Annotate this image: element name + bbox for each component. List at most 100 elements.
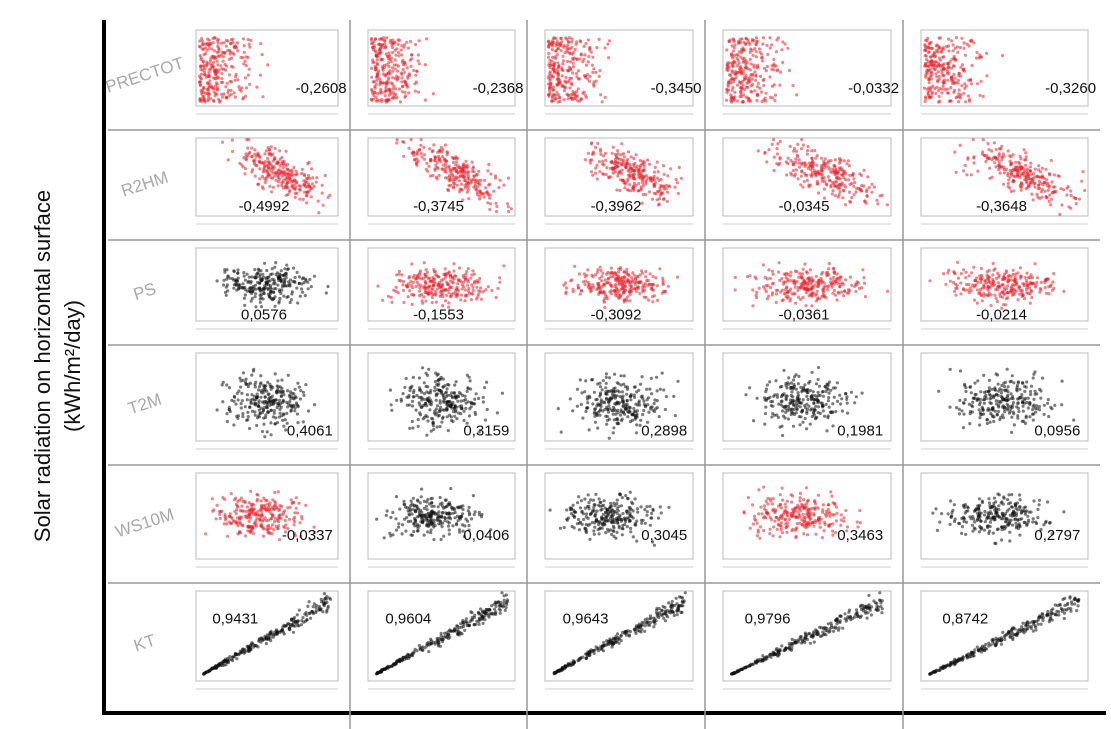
point — [237, 284, 241, 288]
point — [321, 203, 325, 207]
point — [668, 185, 672, 189]
point — [727, 73, 732, 77]
point — [981, 150, 985, 154]
point — [1026, 177, 1030, 181]
point — [416, 90, 421, 94]
point — [246, 280, 250, 284]
point — [628, 420, 633, 424]
point — [816, 377, 820, 382]
point — [748, 76, 752, 80]
point — [243, 405, 247, 409]
point — [774, 300, 778, 304]
point — [401, 283, 405, 287]
point — [940, 87, 944, 91]
point — [207, 87, 211, 91]
point — [942, 81, 946, 85]
point — [1001, 152, 1006, 156]
point — [575, 57, 579, 62]
point — [200, 39, 205, 44]
point — [298, 197, 302, 201]
point — [963, 86, 967, 90]
point — [225, 412, 229, 416]
point — [637, 168, 641, 172]
point — [805, 283, 810, 287]
point — [471, 269, 475, 273]
point — [425, 433, 429, 437]
point — [1040, 187, 1045, 192]
point — [964, 270, 968, 274]
point — [555, 90, 559, 94]
point — [732, 45, 736, 50]
point — [827, 405, 831, 409]
point — [559, 430, 563, 434]
point — [979, 79, 983, 83]
point — [1057, 174, 1061, 178]
point — [438, 425, 442, 429]
point — [447, 174, 451, 178]
point — [462, 163, 466, 167]
point — [845, 401, 849, 405]
point — [822, 176, 826, 180]
point — [418, 289, 422, 293]
point — [572, 56, 577, 60]
point — [204, 63, 209, 67]
point — [406, 295, 410, 299]
point — [792, 146, 797, 151]
point — [293, 395, 297, 399]
point — [264, 413, 268, 417]
point — [586, 60, 590, 64]
point — [206, 37, 210, 41]
point — [481, 395, 485, 399]
point — [407, 276, 411, 280]
point — [224, 293, 228, 297]
point — [261, 408, 265, 412]
point — [259, 42, 263, 46]
point — [810, 156, 814, 160]
point — [802, 279, 806, 283]
point — [963, 100, 968, 104]
point — [217, 68, 221, 72]
point — [436, 166, 440, 170]
point — [390, 300, 394, 304]
point — [831, 386, 836, 390]
point — [768, 380, 772, 384]
point — [780, 399, 784, 403]
point — [651, 300, 655, 304]
point — [452, 269, 456, 273]
point — [640, 375, 644, 379]
point — [295, 270, 299, 274]
point — [578, 292, 582, 296]
point — [258, 273, 262, 277]
point — [226, 275, 230, 279]
point — [435, 425, 439, 429]
point — [731, 96, 735, 100]
point — [833, 180, 837, 184]
point — [770, 64, 774, 68]
point — [801, 185, 805, 189]
point — [397, 269, 401, 273]
point — [941, 84, 945, 88]
point — [798, 405, 802, 409]
point — [430, 295, 434, 299]
point — [787, 376, 791, 380]
point — [424, 371, 428, 375]
point — [649, 376, 653, 380]
point — [259, 305, 264, 309]
point — [932, 63, 936, 68]
point — [1019, 185, 1023, 189]
point — [826, 288, 830, 292]
point — [808, 389, 813, 393]
point — [581, 60, 585, 64]
point — [299, 389, 303, 393]
point — [452, 406, 456, 410]
point — [449, 171, 453, 176]
point — [444, 176, 448, 180]
point — [432, 143, 436, 147]
point — [1011, 268, 1015, 272]
point — [274, 162, 278, 166]
point — [445, 151, 449, 155]
point — [459, 298, 463, 302]
point — [645, 279, 649, 283]
point — [253, 148, 257, 152]
point — [248, 289, 252, 293]
